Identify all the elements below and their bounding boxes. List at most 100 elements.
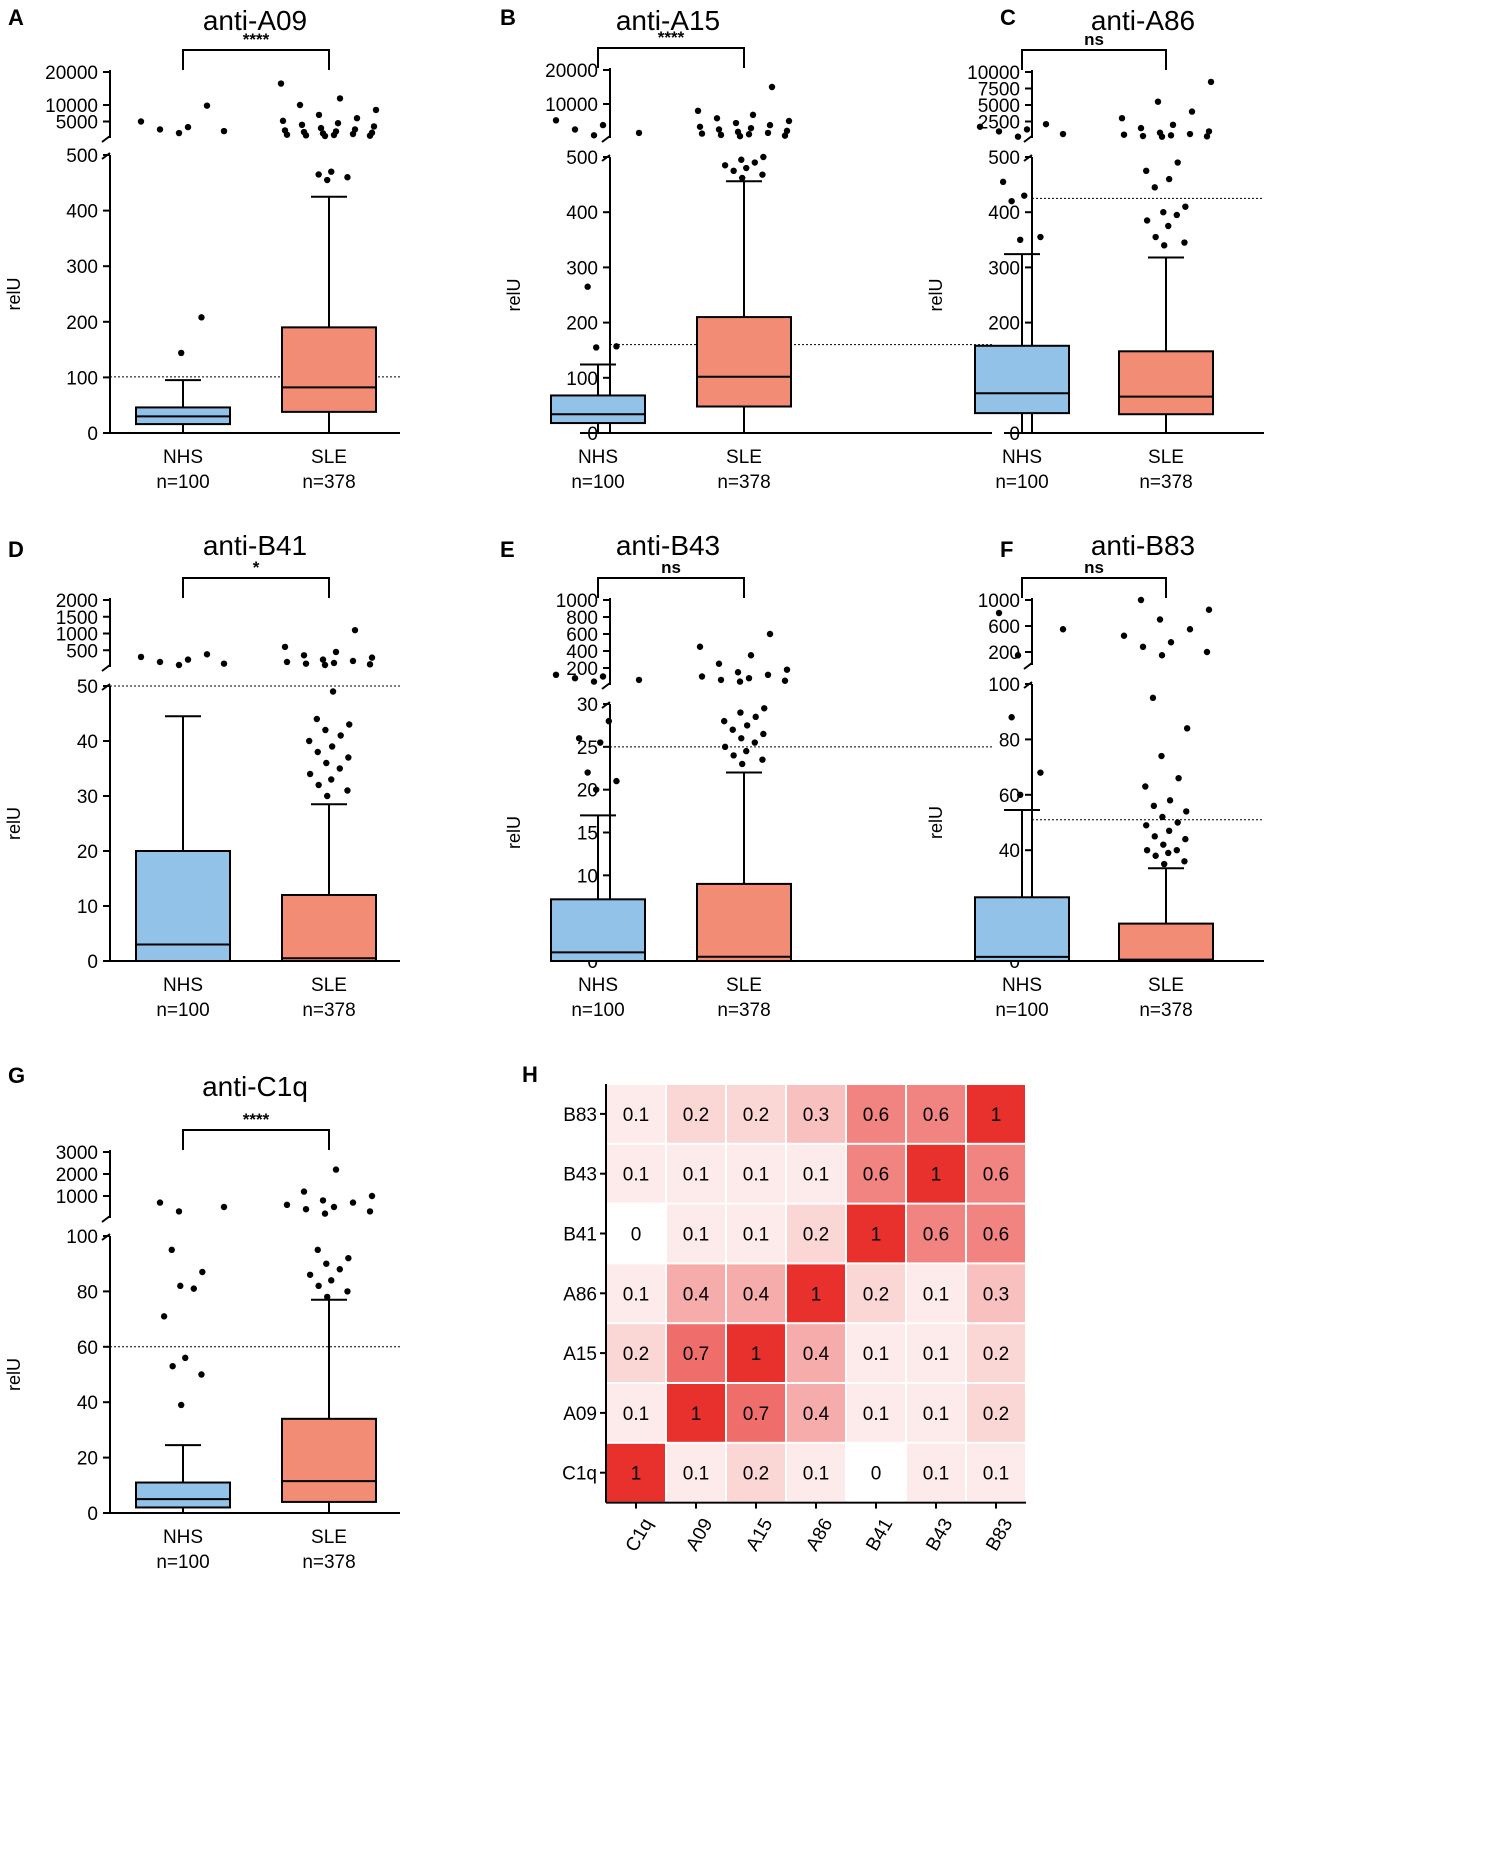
outlier-point xyxy=(156,126,164,133)
outlier-point xyxy=(584,769,591,776)
outlier-point xyxy=(1059,626,1067,633)
outlier-point xyxy=(760,153,767,161)
heatmap-value: 1 xyxy=(871,1225,882,1246)
outlier-point xyxy=(160,1313,168,1320)
panel-label: G xyxy=(8,1063,25,1088)
y-axis-label: relU xyxy=(4,807,24,840)
outlier-point xyxy=(1037,769,1044,776)
outlier-point xyxy=(1161,860,1168,868)
outlier-point xyxy=(324,176,331,184)
outlier-point xyxy=(332,1166,340,1173)
y-tick-label: 200 xyxy=(988,314,1020,335)
y-axis-label: relU xyxy=(4,277,24,310)
heatmap-value: 0.1 xyxy=(803,1464,829,1485)
heatmap-cell xyxy=(907,1443,965,1502)
heatmap-value: 0.2 xyxy=(803,1225,829,1246)
outlier-point xyxy=(315,111,323,119)
heatmap-value: 0.2 xyxy=(623,1344,649,1365)
heatmap-cell xyxy=(667,1085,725,1143)
outlier-point xyxy=(306,737,313,745)
outlier-point xyxy=(198,314,205,321)
heatmap-value: 1 xyxy=(811,1284,822,1305)
outlier-point xyxy=(336,1266,343,1273)
heatmap-cell xyxy=(907,1144,965,1203)
outlier-point xyxy=(1137,596,1145,604)
heatmap-value: 0.3 xyxy=(983,1284,1009,1305)
outlier-point xyxy=(717,676,725,684)
y-tick-label: 80 xyxy=(999,730,1020,751)
y-tick-label: 20000 xyxy=(545,61,598,82)
outlier-point xyxy=(328,1277,335,1284)
sle-box xyxy=(281,1417,377,1503)
outlier-point xyxy=(1021,192,1028,199)
n-label: n=378 xyxy=(302,472,355,493)
outlier-point xyxy=(739,174,746,182)
outlier-point xyxy=(372,106,380,114)
heatmap-value: 0.6 xyxy=(923,1225,949,1246)
y-tick-label: 600 xyxy=(988,617,1020,638)
outlier-point xyxy=(995,128,1003,135)
x-tick-label: SLE xyxy=(726,975,762,996)
n-label: n=100 xyxy=(995,472,1048,493)
significance-label: **** xyxy=(243,30,270,49)
heatmap-cell xyxy=(847,1384,905,1442)
heatmap-value: 0.7 xyxy=(683,1344,709,1365)
y-tick-label: 400 xyxy=(566,642,598,663)
heatmap-value: 0.2 xyxy=(743,1105,769,1126)
outlier-point xyxy=(1137,124,1145,132)
heatmap-cell xyxy=(667,1204,725,1263)
outlier-point xyxy=(281,643,289,651)
outlier-point xyxy=(1165,175,1173,183)
heatmap-cell xyxy=(967,1264,1025,1323)
outlier-point xyxy=(184,123,192,131)
heatmap-x-label: A15 xyxy=(742,1515,777,1555)
outlier-point xyxy=(1182,203,1189,210)
outlier-point xyxy=(764,671,772,678)
outlier-point xyxy=(766,630,774,638)
outlier-point xyxy=(1008,197,1015,205)
axis-break xyxy=(101,135,111,143)
y-tick-label: 400 xyxy=(566,203,598,224)
outlier-point xyxy=(334,119,342,127)
outlier-point xyxy=(203,102,211,109)
outlier-point xyxy=(783,127,791,135)
outlier-point xyxy=(1008,714,1015,721)
outlier-point xyxy=(184,656,192,663)
y-tick-label: 0 xyxy=(87,952,98,973)
heatmap-cell xyxy=(787,1144,845,1203)
heatmap-value: 0 xyxy=(871,1464,882,1485)
outlier-point xyxy=(1181,239,1188,246)
y-tick-label: 30 xyxy=(577,695,598,716)
outlier-point xyxy=(324,792,331,800)
outlier-point xyxy=(351,126,359,133)
axis-break xyxy=(601,682,611,690)
outlier-point xyxy=(345,754,352,761)
heatmap-value: 0.1 xyxy=(743,1165,769,1186)
outlier-point xyxy=(747,652,755,659)
outlier-point xyxy=(370,123,378,130)
n-label: n=378 xyxy=(302,1552,355,1573)
outlier-point xyxy=(368,129,376,136)
outlier-point xyxy=(1014,652,1022,659)
outlier-point xyxy=(1207,78,1215,86)
heatmap-value: 0.1 xyxy=(743,1225,769,1246)
heatmap-y-label: B43 xyxy=(563,1165,597,1186)
y-tick-label: 10000 xyxy=(45,96,98,117)
significance-bracket xyxy=(597,47,745,68)
heatmap-cell xyxy=(787,1384,845,1442)
outlier-point xyxy=(315,171,322,178)
y-tick-label: 10000 xyxy=(545,95,598,116)
y-tick-label: 1500 xyxy=(56,608,98,629)
sle-box xyxy=(696,882,792,963)
panel-title: anti-C1q xyxy=(202,1071,308,1102)
outlier-point xyxy=(1165,222,1172,230)
heatmap-value: 1 xyxy=(991,1105,1002,1126)
outlier-point xyxy=(752,713,759,721)
outlier-point xyxy=(571,126,579,133)
outlier-point xyxy=(749,111,757,119)
outlier-point xyxy=(737,709,744,716)
outlier-point xyxy=(599,673,607,680)
x-tick-label: SLE xyxy=(311,975,347,996)
outlier-point xyxy=(713,115,721,122)
